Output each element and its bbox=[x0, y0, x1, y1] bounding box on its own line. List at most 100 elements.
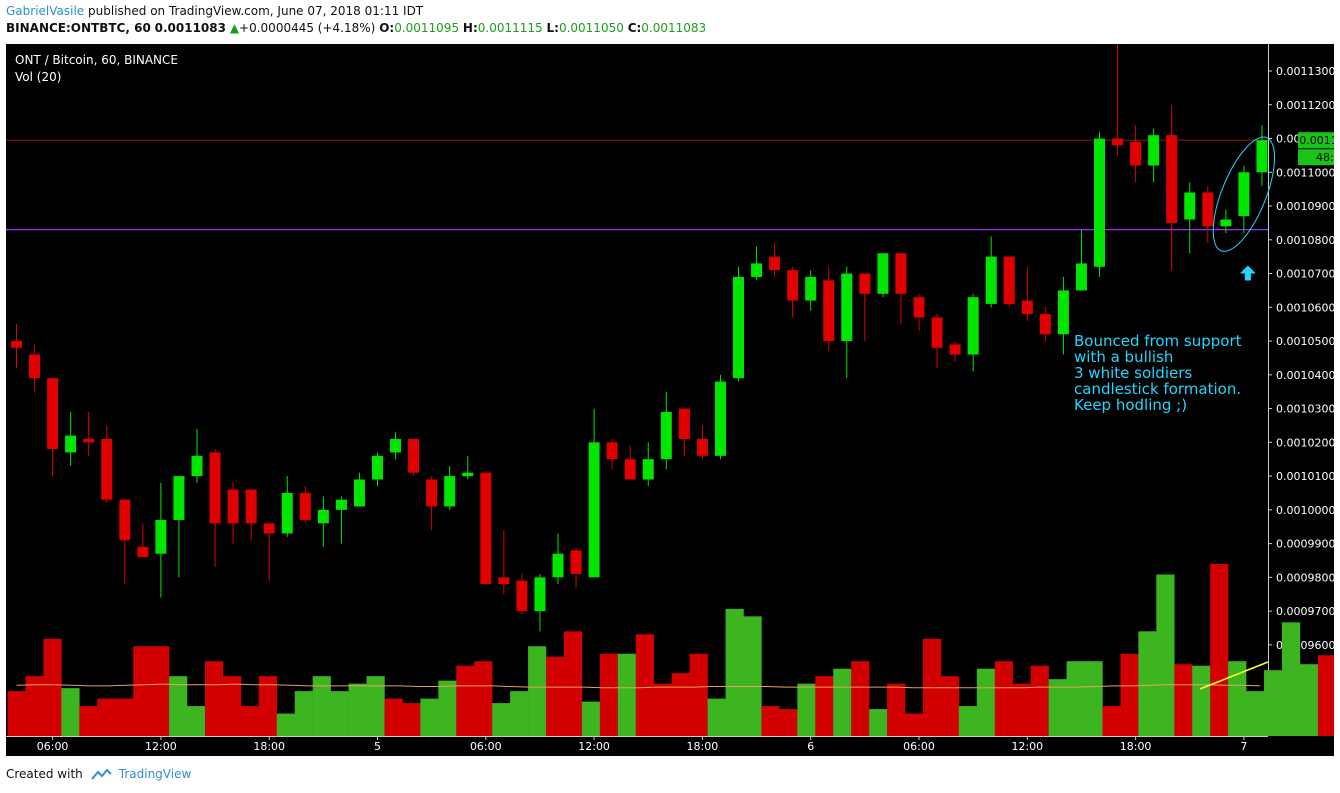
y-tick-label: 0.0010300 bbox=[1276, 403, 1334, 416]
candle-body bbox=[534, 577, 546, 612]
y-tick-label: 0.0010800 bbox=[1276, 234, 1334, 247]
footer: Created with TradingView bbox=[6, 767, 191, 781]
author-link[interactable]: GabrielVasile bbox=[6, 4, 85, 18]
candle-body bbox=[642, 459, 654, 480]
candle-body bbox=[1039, 314, 1051, 335]
candle-body bbox=[1130, 141, 1142, 166]
volume-bar bbox=[563, 631, 583, 736]
volume-bar bbox=[1066, 661, 1085, 736]
close-label: C: bbox=[627, 21, 642, 35]
volume-bar bbox=[976, 668, 996, 736]
candle-body bbox=[498, 577, 510, 585]
candle-body bbox=[137, 546, 149, 558]
up-arrow-icon bbox=[1239, 265, 1256, 281]
open-value: 0.0011095 bbox=[394, 21, 460, 35]
x-tick-label: 6 bbox=[807, 740, 814, 753]
ohlc-header: BINANCE:ONTBTC, 60 0.0011083 ▲+0.0000445… bbox=[6, 21, 706, 35]
candle-body bbox=[299, 492, 311, 520]
x-tick-label: 06:00 bbox=[470, 740, 502, 753]
low-label: L: bbox=[546, 21, 559, 35]
x-tick-label: 06:00 bbox=[37, 740, 69, 753]
volume-bar bbox=[958, 706, 978, 736]
candle-body bbox=[678, 408, 690, 439]
volume-bar bbox=[1228, 661, 1247, 736]
close-value: 0.0011083 bbox=[641, 21, 707, 35]
up-arrow-icon: ▲ bbox=[229, 21, 240, 35]
candle-body bbox=[1112, 138, 1124, 146]
candle-body bbox=[570, 550, 582, 574]
candle-body bbox=[931, 317, 943, 348]
candle-body bbox=[624, 459, 636, 480]
volume-bar bbox=[1192, 665, 1211, 736]
y-tick-label: 0.0009900 bbox=[1276, 538, 1334, 551]
candle-body bbox=[1184, 192, 1196, 220]
candle-body bbox=[1166, 135, 1178, 223]
volume-bar bbox=[707, 698, 726, 736]
y-tick-label: 0.0010200 bbox=[1276, 436, 1334, 449]
volume-bar bbox=[169, 676, 188, 736]
candle-body bbox=[588, 442, 600, 578]
candle-body bbox=[317, 509, 329, 524]
candle-body bbox=[83, 438, 95, 443]
volume-bar bbox=[1048, 679, 1067, 736]
candle-body bbox=[462, 472, 474, 477]
candle-body bbox=[29, 354, 41, 379]
open-label: O: bbox=[379, 21, 395, 35]
tradingview-link[interactable]: TradingView bbox=[118, 767, 192, 781]
volume-bar bbox=[384, 698, 403, 736]
x-tick-label: 18:00 bbox=[687, 740, 719, 753]
candle-body bbox=[733, 276, 744, 379]
y-tick-label: 0.0011000 bbox=[1276, 166, 1334, 179]
volume-bar bbox=[779, 709, 798, 736]
volume-bar bbox=[617, 653, 637, 736]
candle-body bbox=[660, 411, 672, 460]
volume-bar bbox=[546, 656, 565, 736]
volume-bar bbox=[851, 661, 870, 736]
candle-body bbox=[1238, 172, 1250, 217]
volume-bar bbox=[222, 676, 242, 736]
candle-body bbox=[47, 378, 59, 450]
volume-bar bbox=[1084, 661, 1103, 736]
candle-body bbox=[606, 442, 618, 460]
volume-bar bbox=[276, 713, 295, 736]
x-tick-label: 12:00 bbox=[145, 740, 177, 753]
volume-bar bbox=[43, 638, 62, 736]
symbol-label: BINANCE:ONTBTC, 60 bbox=[6, 21, 151, 35]
volume-bar bbox=[1174, 664, 1193, 736]
y-tick-label: 0.0010700 bbox=[1276, 268, 1334, 281]
high-value: 0.0011115 bbox=[477, 21, 543, 35]
candle-body bbox=[408, 438, 420, 473]
volume-bar bbox=[1156, 574, 1175, 736]
y-tick-label: 0.0010400 bbox=[1276, 369, 1334, 382]
volume-bar bbox=[294, 691, 313, 736]
candle-body bbox=[1057, 290, 1069, 335]
candle-body bbox=[444, 476, 456, 507]
candle-body bbox=[353, 479, 365, 507]
x-tick-label: 18:00 bbox=[1120, 740, 1152, 753]
annotation-line: Keep hodling ;) bbox=[1074, 396, 1187, 414]
candle-body bbox=[516, 580, 528, 612]
chart-container[interactable]: 0.00113000.00112000.00111000.00110000.00… bbox=[6, 44, 1340, 756]
volume-bar bbox=[653, 683, 672, 736]
volume-bar bbox=[187, 706, 206, 736]
change-value: +0.0000445 (+4.18%) bbox=[239, 21, 376, 35]
volume-bar bbox=[671, 673, 690, 736]
annotation-line: 3 white soldiers bbox=[1074, 364, 1192, 382]
volume-bar bbox=[725, 608, 744, 736]
volume-trend-line bbox=[1199, 661, 1269, 690]
price-chart[interactable]: 0.00113000.00112000.00111000.00110000.00… bbox=[6, 44, 1340, 756]
last-price: 0.0011083 bbox=[154, 21, 226, 35]
candle-body bbox=[552, 553, 564, 578]
high-label: H: bbox=[462, 21, 478, 35]
chart-title: ONT / Bitcoin, 60, BINANCE bbox=[15, 53, 178, 67]
x-tick-label: 06:00 bbox=[903, 740, 935, 753]
candle-body bbox=[191, 455, 203, 477]
volume-bar bbox=[797, 683, 816, 736]
volume-bar bbox=[115, 698, 134, 736]
last-price-label: 0.0011095 bbox=[1299, 134, 1334, 147]
volume-bar bbox=[1299, 664, 1319, 736]
x-tick-label: 7 bbox=[1240, 740, 1247, 753]
volume-bar bbox=[474, 661, 493, 736]
candle-body bbox=[895, 253, 907, 294]
annotation-line: candlestick formation. bbox=[1074, 380, 1241, 398]
